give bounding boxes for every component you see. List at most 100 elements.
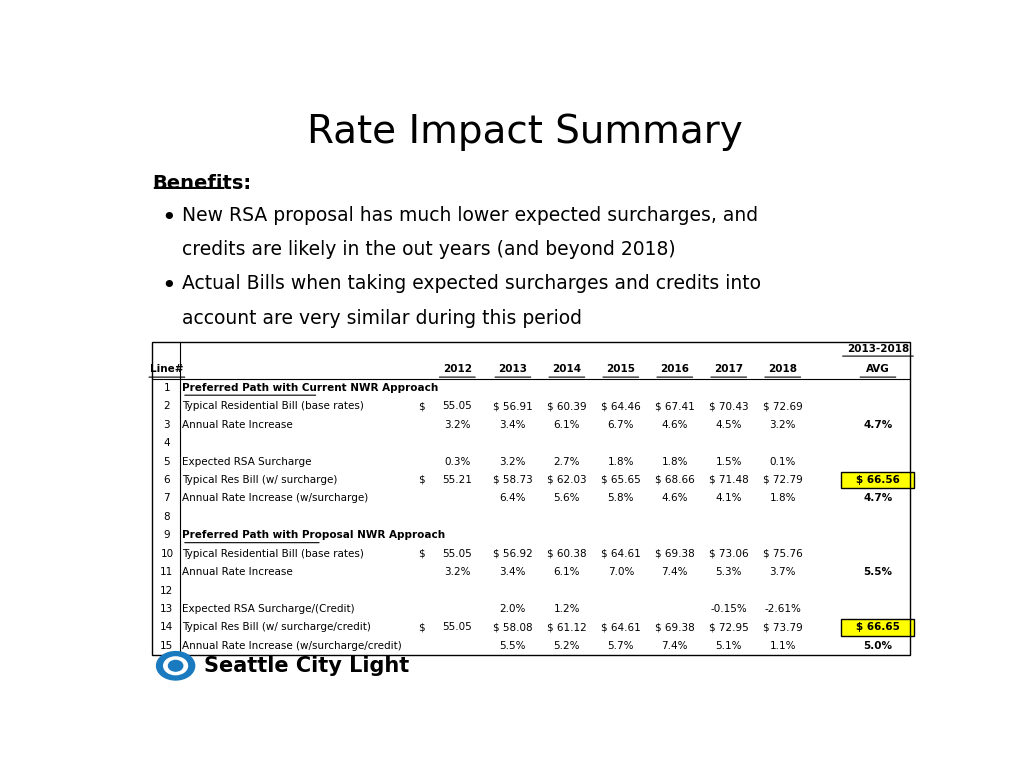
Text: 5.2%: 5.2% (554, 641, 581, 651)
Text: $ 72.79: $ 72.79 (763, 475, 803, 485)
Text: Typical Residential Bill (base rates): Typical Residential Bill (base rates) (182, 401, 364, 411)
Text: Annual Rate Increase (w/surcharge): Annual Rate Increase (w/surcharge) (182, 493, 369, 504)
Text: 5: 5 (164, 456, 170, 466)
Text: $: $ (419, 401, 425, 411)
Text: 2: 2 (164, 401, 170, 411)
Text: $ 73.06: $ 73.06 (709, 548, 749, 559)
Text: 3: 3 (164, 419, 170, 429)
Text: 2017: 2017 (714, 364, 743, 374)
Text: $ 56.92: $ 56.92 (493, 548, 532, 559)
Text: 6.1%: 6.1% (554, 419, 581, 429)
Text: 3.4%: 3.4% (500, 568, 526, 578)
Text: $ 64.61: $ 64.61 (601, 548, 641, 559)
Text: 7.4%: 7.4% (662, 568, 688, 578)
Text: $ 69.38: $ 69.38 (655, 623, 694, 633)
Text: 14: 14 (161, 623, 173, 633)
Bar (842, 472, 914, 488)
Text: 55.21: 55.21 (442, 475, 472, 485)
Text: $: $ (419, 548, 425, 559)
Text: $ 64.46: $ 64.46 (601, 401, 641, 411)
Text: $ 68.66: $ 68.66 (655, 475, 694, 485)
Text: 4.7%: 4.7% (863, 419, 893, 429)
Text: 3.2%: 3.2% (444, 568, 471, 578)
Text: Benefits:: Benefits: (152, 174, 251, 193)
Text: 1: 1 (164, 382, 170, 392)
Text: 5.1%: 5.1% (716, 641, 742, 651)
Text: $ 72.95: $ 72.95 (709, 623, 749, 633)
Text: account are very similar during this period: account are very similar during this per… (182, 309, 582, 328)
Text: New RSA proposal has much lower expected surcharges, and: New RSA proposal has much lower expected… (182, 206, 758, 225)
Text: $ 60.39: $ 60.39 (547, 401, 587, 411)
Text: 2014: 2014 (552, 364, 582, 374)
Text: 9: 9 (164, 530, 170, 541)
Text: $ 58.73: $ 58.73 (493, 475, 532, 485)
Text: 1.5%: 1.5% (716, 456, 742, 466)
Text: 2012: 2012 (442, 364, 472, 374)
Text: 4.6%: 4.6% (662, 419, 688, 429)
Text: 7.0%: 7.0% (607, 568, 634, 578)
Text: 6.4%: 6.4% (500, 493, 526, 504)
Text: $ 64.61: $ 64.61 (601, 623, 641, 633)
Text: $ 61.12: $ 61.12 (547, 623, 587, 633)
Text: 5.5%: 5.5% (500, 641, 526, 651)
Text: 1.8%: 1.8% (769, 493, 796, 504)
Text: 12: 12 (161, 586, 173, 596)
Circle shape (164, 657, 187, 674)
Circle shape (169, 660, 182, 671)
Text: Annual Rate Increase (w/surcharge/credit): Annual Rate Increase (w/surcharge/credit… (182, 641, 401, 651)
Text: 4.6%: 4.6% (662, 493, 688, 504)
Text: 3.7%: 3.7% (769, 568, 796, 578)
Text: $ 62.03: $ 62.03 (547, 475, 587, 485)
Text: 7: 7 (164, 493, 170, 504)
Text: 0.1%: 0.1% (769, 456, 796, 466)
Text: Typical Residential Bill (base rates): Typical Residential Bill (base rates) (182, 548, 364, 559)
Text: $ 70.43: $ 70.43 (709, 401, 749, 411)
Text: 55.05: 55.05 (442, 548, 472, 559)
Text: 5.5%: 5.5% (863, 568, 893, 578)
Text: $ 66.65: $ 66.65 (856, 623, 900, 633)
Text: •: • (162, 206, 176, 230)
Text: 5.0%: 5.0% (863, 641, 893, 651)
Text: 2018: 2018 (768, 364, 798, 374)
Text: Annual Rate Increase: Annual Rate Increase (182, 419, 293, 429)
Text: Actual Bills when taking expected surcharges and credits into: Actual Bills when taking expected surcha… (182, 274, 761, 293)
Circle shape (157, 651, 195, 680)
Text: Expected RSA Surcharge: Expected RSA Surcharge (182, 456, 311, 466)
Text: $ 65.65: $ 65.65 (601, 475, 641, 485)
Text: 3.2%: 3.2% (769, 419, 796, 429)
Bar (842, 619, 914, 636)
Text: $ 75.76: $ 75.76 (763, 548, 803, 559)
Text: Annual Rate Increase: Annual Rate Increase (182, 568, 293, 578)
Text: 2.7%: 2.7% (554, 456, 581, 466)
Text: 11: 11 (161, 568, 173, 578)
Text: 3.4%: 3.4% (500, 419, 526, 429)
Text: 4.1%: 4.1% (716, 493, 742, 504)
Text: Rate Impact Summary: Rate Impact Summary (307, 113, 742, 151)
Text: 1.8%: 1.8% (662, 456, 688, 466)
Text: 1.8%: 1.8% (607, 456, 634, 466)
Text: 7.4%: 7.4% (662, 641, 688, 651)
Text: $ 58.08: $ 58.08 (494, 623, 532, 633)
Text: Line#: Line# (151, 364, 183, 374)
Text: Seattle City Light: Seattle City Light (204, 656, 410, 676)
Text: $ 66.56: $ 66.56 (856, 475, 900, 485)
Text: 15: 15 (161, 641, 173, 651)
Text: 2013-2018: 2013-2018 (847, 344, 909, 354)
Text: 5.7%: 5.7% (607, 641, 634, 651)
Text: 8: 8 (164, 511, 170, 522)
Text: $ 73.79: $ 73.79 (763, 623, 803, 633)
Text: AVG: AVG (866, 364, 890, 374)
Text: 1.2%: 1.2% (554, 604, 581, 614)
Text: 0.3%: 0.3% (444, 456, 471, 466)
Text: 5.6%: 5.6% (554, 493, 581, 504)
Text: 6.7%: 6.7% (607, 419, 634, 429)
Text: 2013: 2013 (499, 364, 527, 374)
Text: 10: 10 (161, 548, 173, 559)
Text: 3.2%: 3.2% (500, 456, 526, 466)
Text: 55.05: 55.05 (442, 623, 472, 633)
Text: 6: 6 (164, 475, 170, 485)
Text: Typical Res Bill (w/ surcharge/credit): Typical Res Bill (w/ surcharge/credit) (182, 623, 371, 633)
Text: 5.8%: 5.8% (607, 493, 634, 504)
Text: Typical Res Bill (w/ surcharge): Typical Res Bill (w/ surcharge) (182, 475, 337, 485)
Text: 4: 4 (164, 438, 170, 448)
